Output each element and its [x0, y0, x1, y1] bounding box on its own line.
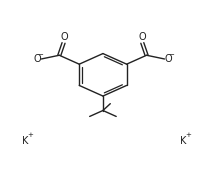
Text: O: O	[165, 54, 172, 64]
Text: +: +	[28, 132, 34, 138]
Text: −: −	[37, 52, 43, 58]
Text: K: K	[22, 136, 28, 146]
Text: O: O	[60, 32, 68, 42]
Text: K: K	[180, 136, 186, 146]
Text: O: O	[138, 32, 146, 42]
Text: O: O	[34, 54, 41, 64]
Text: −: −	[169, 52, 175, 58]
Text: +: +	[185, 132, 191, 138]
